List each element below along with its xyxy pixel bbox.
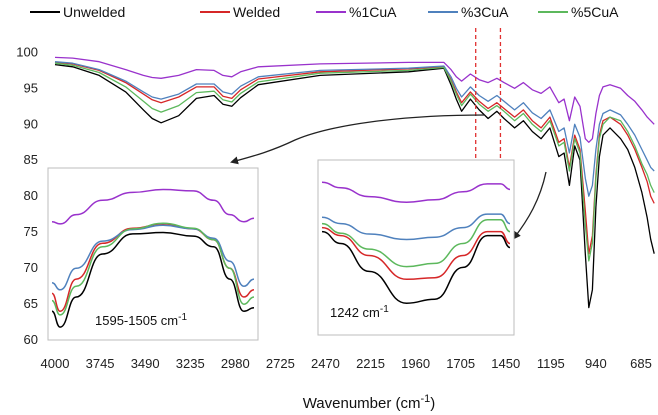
inset-right-line-pct5cua [321,218,511,268]
x-tick-label: 2470 [311,356,340,371]
inset-left-label: 1595-1505 cm-1 [95,312,187,328]
x-tick-label: 2215 [356,356,385,371]
inset-right-line-pct3cua [321,213,511,241]
y-tick-label: 95 [24,80,38,95]
inset-right-line-unwelded [321,230,511,304]
y-tick-label: 80 [24,188,38,203]
y-tick-label: 75 [24,224,38,239]
x-axis-label-sup: -1 [421,393,431,405]
y-tick-label: 65 [24,296,38,311]
legend-label-welded: Welded [233,4,280,20]
inset-left-line-pct5cua [51,222,255,316]
arrow-to-left-inset [230,114,486,165]
annotations [230,28,547,240]
arrow-to-right-inset [512,171,547,240]
x-tick-label: 685 [630,356,652,371]
x-tick-label: 1450 [491,356,520,371]
x-tick-label: 3745 [86,356,115,371]
inset-left-line-unwelded [51,231,255,328]
y-tick-label: 85 [24,152,38,167]
inset-right-line-welded [321,226,511,281]
series-line-welded [54,61,655,255]
inset-right-line-pct1cua [321,181,511,203]
legend-label-unwelded: Unwelded [63,4,125,20]
y-tick-label: 100 [16,44,38,59]
x-tick-label: 4000 [41,356,70,371]
inset-right-label: 1242 cm-1 [330,304,389,320]
x-axis-label-main: Wavenumber (cm [303,395,421,412]
x-axis-label: Wavenumber (cm-1) [303,393,436,412]
insets: 1595-1505 cm-1 1242 cm-1 [47,159,515,341]
series-line-unwelded [54,63,655,309]
x-tick-label: 1960 [401,356,430,371]
x-tick-label: 3235 [176,356,205,371]
y-tick-label: 60 [24,332,38,347]
series-line-pct3cua [54,61,655,197]
legend: Unwelded Welded %1CuA %3CuA %5CuA [30,4,619,20]
inset-right: 1242 cm-1 [317,159,515,336]
inset-left: 1595-1505 cm-1 [47,167,259,341]
legend-label-pct5cua: %5CuA [571,4,619,20]
x-tick-label: 2725 [266,356,295,371]
series-line-pct5cua [54,62,655,262]
x-tick-label: 3490 [131,356,160,371]
inset-left-line-pct1cua [51,188,255,225]
y-axis-ticks: 60 65 70 75 80 85 90 95 100 [16,44,38,347]
x-tick-label: 2980 [221,356,250,371]
x-tick-label: 1195 [537,356,565,371]
x-tick-label: 940 [585,356,607,371]
x-tick-label: 1705 [446,356,475,371]
y-tick-label: 90 [24,116,38,131]
inset-left-line-pct3cua [51,224,255,291]
y-tick-label: 70 [24,260,38,275]
x-axis-label-close: ) [430,395,435,412]
series-lines [54,56,655,309]
series-line-pct1cua [54,56,655,143]
legend-label-pct1cua: %1CuA [349,4,397,20]
x-axis-ticks: 4000 3745 3490 3235 2980 2725 2470 2215 1960 1705… [41,356,652,371]
legend-label-pct3cua: %3CuA [461,4,509,20]
